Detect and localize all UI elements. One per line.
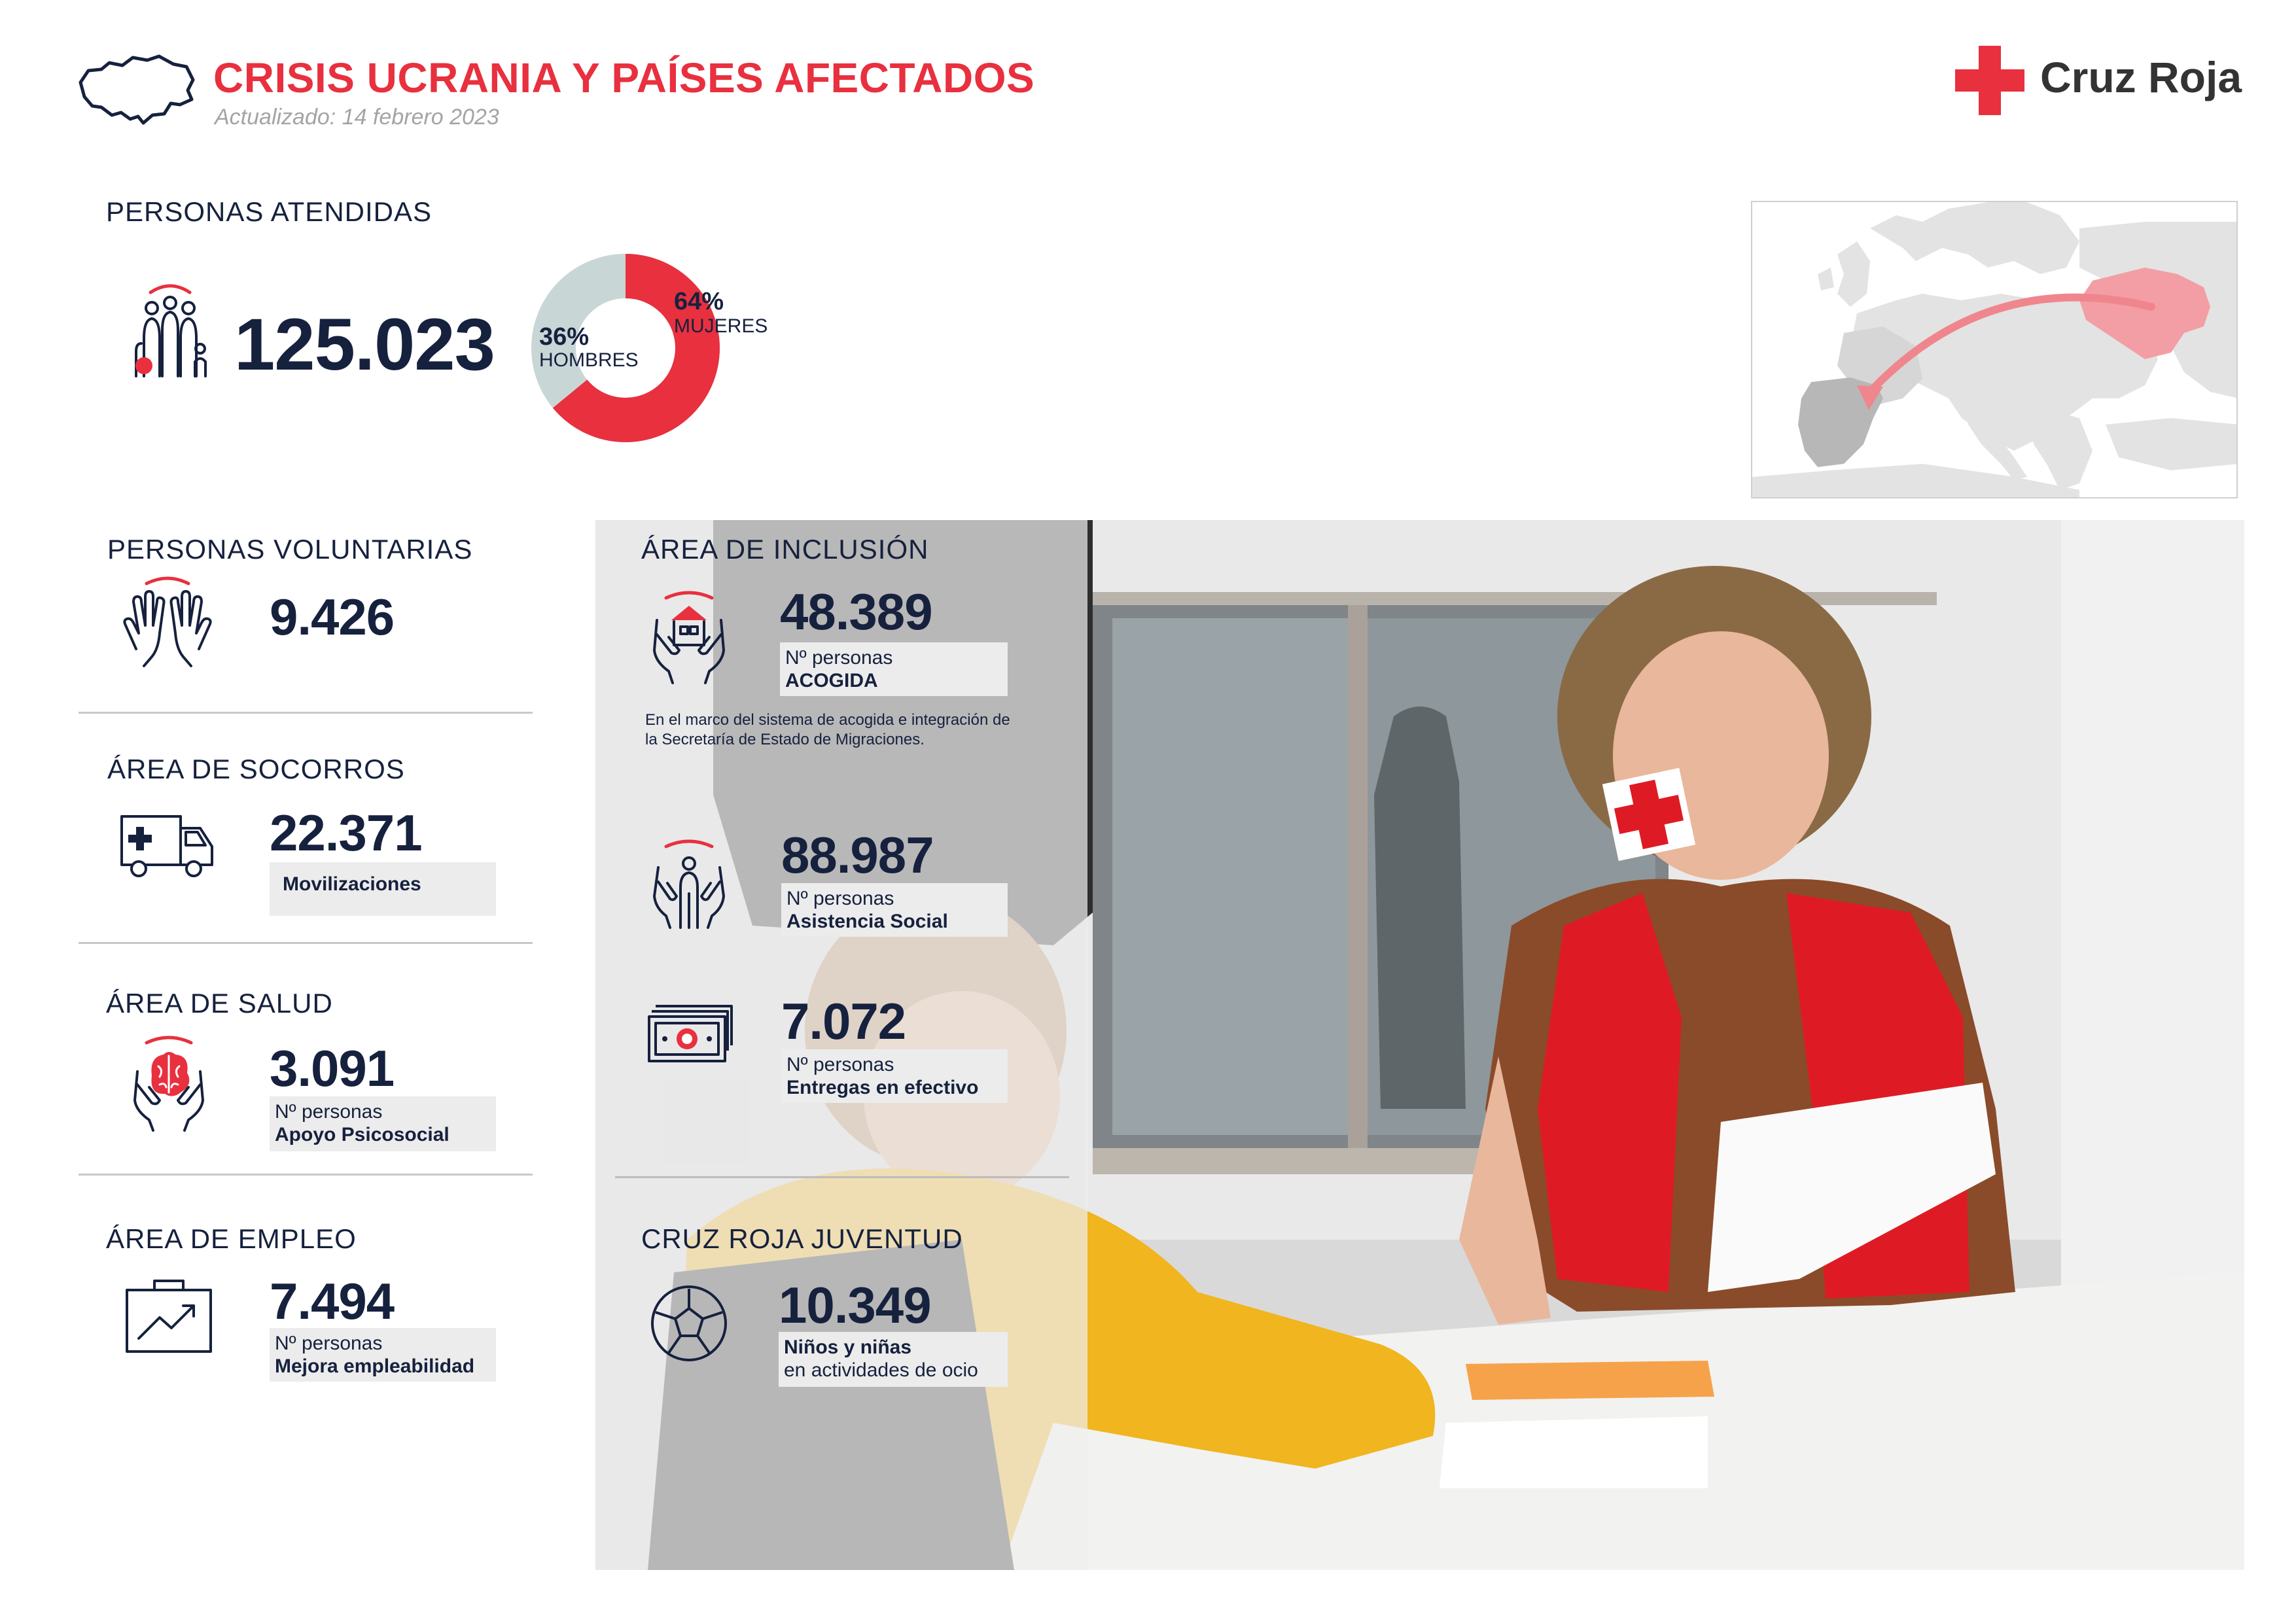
juventud-label-box: Niños y niñas en actividades de ocio: [779, 1332, 1008, 1387]
salud-label-top: Nº personas: [275, 1101, 383, 1123]
juventud-label-line2: en actividades de ocio: [784, 1359, 978, 1381]
men-pct: 36%: [539, 323, 590, 351]
acogida-label-top: Nº personas: [785, 647, 893, 669]
acogida-label-bold: ACOGIDA: [785, 670, 878, 691]
brand-name: Cruz Roja: [2040, 53, 2242, 101]
personas-atendidas-title: PERSONAS ATENDIDAS: [106, 196, 433, 227]
soccer-ball-icon: [649, 1283, 729, 1363]
asistencia-value: 88.987: [781, 826, 934, 884]
women-pct: 64%: [674, 288, 724, 315]
brain-in-hands-icon: [123, 1032, 215, 1137]
efectivo-label-bold: Entregas en efectivo: [786, 1077, 979, 1098]
divider-2: [79, 942, 533, 944]
gender-donut-chart: [531, 254, 720, 442]
divider-1: [79, 712, 533, 714]
men-label: HOMBRES: [539, 349, 639, 371]
empleo-title: ÁREA DE EMPLEO: [106, 1223, 357, 1254]
asistencia-label-top: Nº personas: [786, 888, 894, 909]
personas-atendidas-value: 125.023: [234, 304, 495, 385]
raised-hands-icon: [116, 570, 219, 669]
juventud-value: 10.349: [779, 1276, 932, 1334]
divider-inclusion: [615, 1176, 1069, 1178]
efectivo-label-box: Nº personas Entregas en efectivo: [781, 1049, 1008, 1103]
donut-women-segment: [531, 254, 720, 442]
acogida-label-box: Nº personas ACOGIDA: [780, 642, 1008, 696]
inclusion-title: ÁREA DE INCLUSIÓN: [641, 534, 929, 565]
salud-label-box: Nº personas Apoyo Psicosocial: [270, 1096, 496, 1151]
asistencia-label-bold: Asistencia Social: [786, 911, 948, 932]
acogida-note: En el marco del sistema de acogida e int…: [645, 711, 1010, 748]
europe-map-icon: [1751, 201, 2238, 498]
updated-date: Actualizado: 14 febrero 2023: [215, 105, 499, 130]
empleo-label-box: Nº personas Mejora empleabilidad: [270, 1328, 496, 1382]
people-group-icon: [124, 278, 216, 383]
juventud-title: CRUZ ROJA JUVENTUD: [641, 1223, 963, 1254]
salud-label-bold: Apoyo Psicosocial: [275, 1124, 450, 1145]
voluntarias-title: PERSONAS VOLUNTARIAS: [107, 534, 473, 565]
page-title: CRISIS UCRANIA Y PAÍSES AFECTADOS: [213, 54, 1035, 101]
helping-hands-person-icon: [646, 836, 732, 930]
socorros-label: Movilizaciones: [283, 873, 421, 895]
efectivo-value: 7.072: [781, 992, 906, 1050]
salud-value: 3.091: [270, 1039, 395, 1097]
women-label: MUJERES: [674, 315, 768, 337]
ukraine-outline-icon: [75, 51, 197, 133]
socorros-title: ÁREA DE SOCORROS: [107, 754, 405, 784]
briefcase-chart-icon: [123, 1276, 215, 1355]
red-cross-logo-icon: [1955, 46, 2024, 115]
cash-notes-icon: [646, 1001, 735, 1064]
juventud-label-line1: Niños y niñas: [784, 1336, 912, 1358]
divider-3: [79, 1174, 533, 1176]
empleo-value: 7.494: [270, 1272, 395, 1330]
salud-title: ÁREA DE SALUD: [106, 988, 333, 1019]
ambulance-icon: [118, 811, 216, 879]
socorros-value: 22.371: [270, 804, 423, 862]
empleo-label-bold: Mejora empleabilidad: [275, 1355, 475, 1377]
empleo-label-top: Nº personas: [275, 1333, 383, 1354]
socorros-label-box: Movilizaciones: [270, 862, 496, 916]
efectivo-label-top: Nº personas: [786, 1054, 894, 1075]
acogida-value: 48.389: [780, 583, 933, 640]
voluntarias-value: 9.426: [270, 588, 395, 646]
asistencia-label-box: Nº personas Asistencia Social: [781, 883, 1008, 937]
house-in-hands-icon: [646, 587, 732, 686]
